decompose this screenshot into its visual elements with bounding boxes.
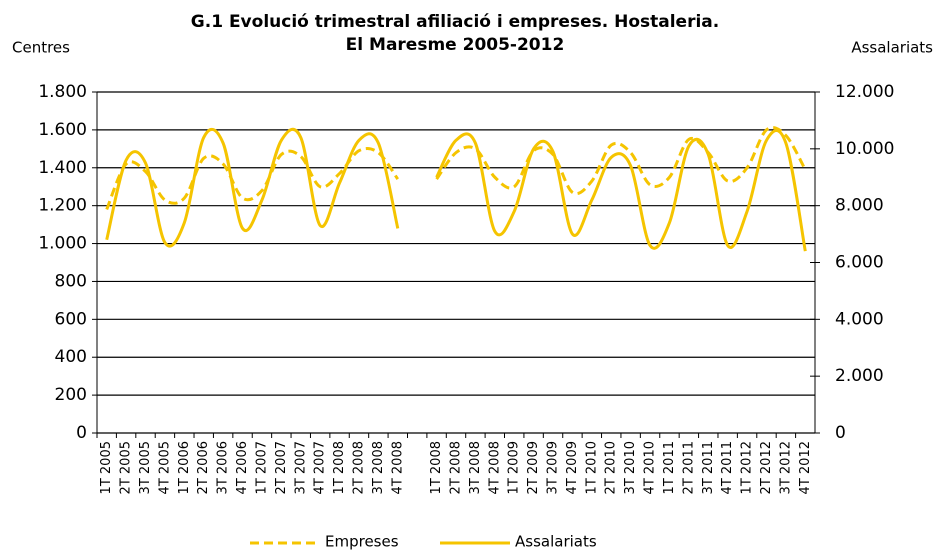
- x-tick-label: 3T 2008: [468, 441, 483, 494]
- x-tick-label: 2T 2011: [681, 441, 696, 494]
- y-tick-label: 200: [55, 385, 87, 405]
- x-tick-label: 4T 2009: [565, 441, 580, 494]
- x-tick-label: 1T 2008: [429, 441, 444, 494]
- chart-title: El Maresme 2005-2012: [346, 35, 565, 55]
- y2-tick-label: 10.000: [835, 139, 894, 159]
- y2-tick-label: 0: [835, 423, 846, 443]
- x-tick-label: 4T 2012: [798, 441, 813, 494]
- x-tick-label: 2T 2009: [526, 441, 541, 494]
- x-tick-label: 3T 2011: [701, 441, 716, 494]
- x-tick-label: 2T 2006: [196, 441, 211, 494]
- legend-label: Empreses: [325, 533, 399, 551]
- y-tick-label: 1.000: [38, 234, 87, 254]
- x-tick-label: 4T 2007: [313, 441, 328, 494]
- legend-label: Assalariats: [515, 533, 597, 551]
- x-tick-label: 2T 2005: [119, 441, 134, 494]
- x-tick-label: 1T 2005: [99, 441, 114, 494]
- y-tick-label: 1.600: [38, 120, 87, 140]
- x-tick-label: 1T 2006: [177, 441, 192, 494]
- y2-tick-label: 6.000: [835, 253, 884, 273]
- x-tick-label: 3T 2008: [371, 441, 386, 494]
- y2-tick-label: 4.000: [835, 309, 884, 329]
- x-tick-label: 4T 2005: [157, 441, 172, 494]
- x-tick-label: 2T 2008: [449, 441, 464, 494]
- y-tick-label: 1.800: [38, 82, 87, 102]
- x-tick-label: 4T 2006: [235, 441, 250, 494]
- x-tick-label: 4T 2010: [643, 441, 658, 494]
- x-tick-label: 1T 2008: [332, 441, 347, 494]
- x-tick-label: 4T 2011: [720, 441, 735, 494]
- y-axis-label: Centres: [12, 39, 70, 57]
- y-tick-label: 1.400: [38, 158, 87, 178]
- x-tick-label: 2T 2007: [274, 441, 289, 494]
- x-tick-label: 2T 2010: [604, 441, 619, 494]
- x-tick-label: 3T 2007: [293, 441, 308, 494]
- x-tick-label: 3T 2012: [778, 441, 793, 494]
- y-tick-label: 0: [76, 423, 87, 443]
- x-tick-label: 4T 2008: [487, 441, 502, 494]
- y2-axis-label: Assalariats: [851, 39, 933, 57]
- y-tick-label: 400: [55, 347, 87, 367]
- chart-title: G.1 Evolució trimestral afiliació i empr…: [191, 12, 719, 32]
- line-series: [105, 127, 807, 252]
- x-tick-label: 1T 2009: [507, 441, 522, 494]
- x-tick-label: 1T 2010: [584, 441, 599, 494]
- y2-tick-label: 12.000: [835, 82, 894, 102]
- y2-tick-label: 8.000: [835, 196, 884, 216]
- x-tick-label: 3T 2005: [138, 441, 153, 494]
- x-tick-label: 3T 2006: [216, 441, 231, 494]
- y-tick-label: 1.200: [38, 196, 87, 216]
- x-tick-label: 3T 2010: [623, 441, 638, 494]
- x-tick-label: 1T 2011: [662, 441, 677, 494]
- y-tick-label: 800: [55, 271, 87, 291]
- x-tick-label: 1T 2007: [254, 441, 269, 494]
- y-tick-label: 600: [55, 309, 87, 329]
- x-tick-label: 1T 2012: [740, 441, 755, 494]
- x-tick-label: 2T 2012: [759, 441, 774, 494]
- x-tick-label: 4T 2008: [390, 441, 405, 494]
- x-tick-label: 2T 2008: [351, 441, 366, 494]
- x-tick-label: 3T 2009: [546, 441, 561, 494]
- y2-tick-label: 2.000: [835, 366, 884, 386]
